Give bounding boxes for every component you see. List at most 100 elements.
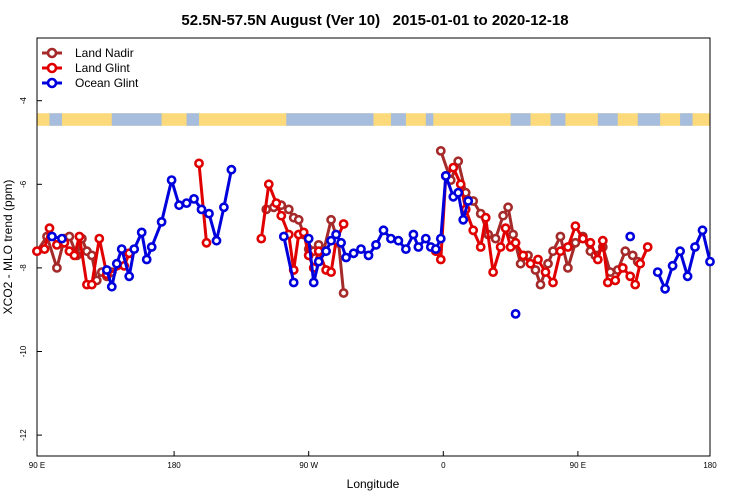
land-nadir-point [543,258,553,269]
ocean-glint-point [331,229,341,240]
legend-label-land-nadir: Land Nadir [75,46,134,60]
strip-ocean [510,113,531,126]
land-glint-point [69,250,80,261]
strip-ocean [390,113,406,126]
land-glint-point [201,237,212,248]
strip-ocean [637,113,661,126]
ocean-glint-point [430,244,441,254]
land-glint-point [468,225,479,236]
y-tick-label: -10 [19,345,28,357]
land-glint-point [570,221,581,231]
strip-ocean [550,113,566,126]
land-glint-point [271,198,282,208]
ocean-glint-point [682,271,693,282]
land-glint-point [86,279,97,290]
ocean-glint-point [420,233,431,244]
land-nadir-point [326,214,336,225]
ocean-glint-point [321,246,331,257]
land-glint-point [563,242,573,252]
ocean-glint-point [378,225,389,236]
ocean-glint-point [660,283,670,294]
ocean-glint-point [196,204,207,215]
series-layer [32,145,715,319]
ocean-glint-point [341,252,351,263]
strip-ocean [49,113,62,126]
land-glint-point [630,279,641,290]
ocean-glint-point [218,202,229,213]
ocean-glint-point [124,271,135,282]
land-glint-point [276,210,287,221]
land-glint-point [495,242,506,252]
ocean-glint-point [435,233,446,244]
land-nadir-point [52,262,62,273]
land-glint-point [338,219,349,229]
x-axis-label: Longitude [347,477,400,491]
legend-marker-land-nadir [46,47,58,59]
ocean-glint-point [226,164,237,175]
ocean-glint-point [458,214,469,225]
land-nadir-point [530,265,541,275]
strip-ocean [425,113,434,126]
ocean-glint-point [675,246,685,257]
ocean-glint-point [313,256,324,267]
strip-ocean [186,113,200,126]
ocean-glint-point [326,235,336,246]
strip-ocean [597,113,618,126]
x-tick-label: 180 [703,461,717,470]
legend-marker-land-glint [46,62,58,74]
land-nadir-point [453,156,464,167]
ocean-glint-point [111,258,122,269]
land-glint-point [39,244,50,254]
land-nadir-point [86,250,97,261]
land-glint-point [602,277,613,288]
x-axis: 90 E 180 90 W 0 90 E 180 [29,451,717,470]
land-nadir-point [570,237,581,248]
legend-marker-ocean-glint [46,77,58,89]
ocean-glint-point [363,250,374,261]
ocean-glint-point [181,198,192,208]
land-glint-point [585,237,596,248]
ocean-glint-point [371,239,381,250]
chart-title: 52.5N-57.5N August (Ver 10) 2015-01-01 t… [181,12,568,29]
ocean-glint-line [282,236,296,283]
x-tick-label: 90 E [570,461,586,470]
land-glint-point [298,227,309,238]
land-nadir-point [508,229,518,240]
ocean-glint-point [393,235,404,246]
land-nadir-point [498,210,508,221]
y-tick-label: -4 [19,97,28,105]
land-glint-point [592,254,603,265]
ocean-glint-point [288,277,299,288]
ocean-glint-point [697,225,708,236]
land-glint-point [256,233,267,244]
land-glint-point [625,271,636,282]
y-tick-label: -8 [19,264,28,272]
ocean-glint-point [146,242,157,252]
ocean-glint-point [510,308,521,319]
land-glint-point [74,231,85,242]
land-nadir-point [535,279,546,290]
land-nadir-point [627,250,638,261]
ocean-glint-point [156,216,167,227]
land-glint-point [555,246,566,257]
y-axis: -4 -6 -8 -10 -12 [19,97,42,441]
strip-ocean [286,113,374,126]
y-axis-label: XCO2 - MLO trend (ppm) [1,180,15,315]
land-nadir-point [293,214,304,225]
ocean-glint-point [690,242,700,252]
land-nadir-point [620,246,631,257]
ocean-glint-point [47,231,57,242]
land-glint-point [518,250,528,261]
land-ocean-strip [37,113,710,126]
land-nadir-point [503,202,513,213]
x-tick-label: 90 W [299,461,318,470]
x-tick-label: 90 E [29,461,45,470]
land-glint-point [475,242,486,252]
ocean-glint-point [336,237,346,248]
ocean-glint-point [705,256,715,267]
ocean-glint-point [625,231,636,242]
ocean-glint-point [101,265,112,275]
legend-label-land-glint: Land Glint [75,61,130,75]
land-glint-point [525,258,536,269]
